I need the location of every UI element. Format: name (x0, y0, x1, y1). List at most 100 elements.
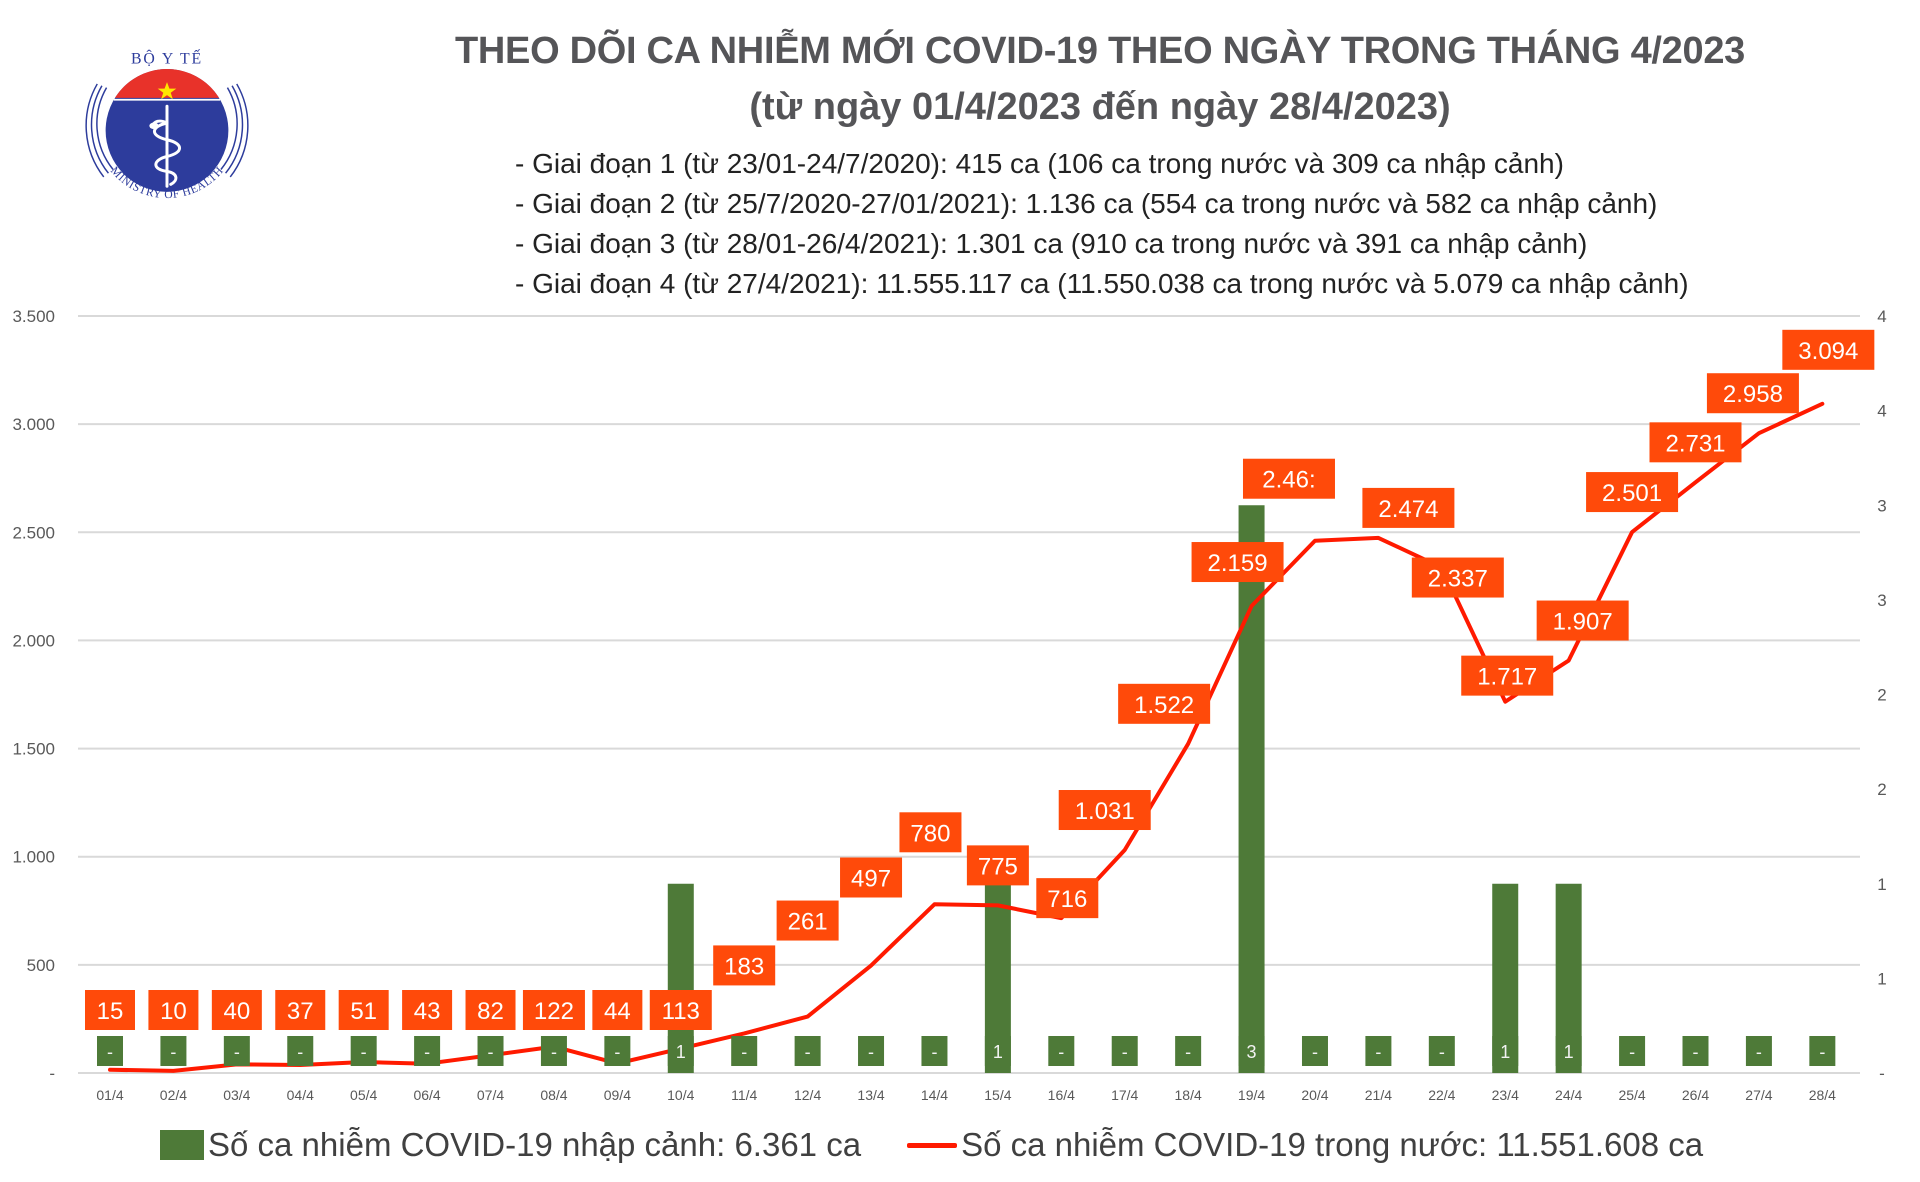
left-tick-label: 2.500 (12, 523, 55, 542)
x-tick-label: 11/4 (731, 1087, 757, 1103)
right-tick-label: 2 (1877, 780, 1886, 799)
x-tick-label: 03/4 (223, 1087, 250, 1103)
bar-label: - (170, 1042, 176, 1062)
line-label-box (592, 990, 643, 1030)
x-tick-label: 14/4 (921, 1087, 948, 1103)
bar-label-box (1301, 1036, 1328, 1066)
left-tick-label: 2.000 (12, 631, 55, 650)
right-tick-label: 1 (1877, 875, 1886, 894)
bar-label: - (931, 1042, 937, 1062)
x-tick-label: 15/4 (984, 1087, 1011, 1103)
line-label: 2.958 (1723, 381, 1783, 408)
phase-summary-line-4: - Giai đoạn 4 (từ 27/4/2021): 11.555.117… (515, 268, 1689, 299)
line-label-box (1058, 790, 1151, 831)
bar-data-labels: - - - - - - - - - 1 - - - - 1 - - - 3 - - - 1 1 - - - - (97, 1036, 1836, 1066)
line-label-box (1782, 329, 1875, 370)
x-tick-label: 21/4 (1365, 1087, 1392, 1103)
bar-label-box (1048, 1036, 1075, 1066)
gridlines (78, 315, 1860, 1074)
left-axis: - 500 1.000 1.500 2.000 2.500 3.000 3.500 (12, 307, 55, 1083)
line-label: 1.031 (1075, 798, 1135, 825)
legend: Số ca nhiễm COVID-19 nhập cảnh: 6.361 ca… (160, 1126, 1703, 1164)
bar-label: - (488, 1042, 494, 1062)
line-label-box (1411, 557, 1504, 598)
line-label: 1.522 (1134, 692, 1194, 719)
right-tick-label: 4 (1877, 402, 1886, 421)
line-label-box (275, 990, 326, 1030)
left-tick-label: 3.500 (12, 307, 55, 326)
bar-label: - (1122, 1042, 1128, 1062)
bar-label: - (805, 1042, 811, 1062)
bar-label: 1 (1500, 1042, 1510, 1062)
line-label: 780 (910, 820, 950, 847)
bar-label: - (741, 1042, 747, 1062)
line-label: 2.474 (1378, 496, 1438, 523)
line-label: 43 (414, 998, 441, 1025)
phase-summary-line-1: - Giai đoạn 1 (từ 23/01-24/7/2020): 415 … (515, 148, 1564, 179)
bar-label: 3 (1247, 1042, 1257, 1062)
line-label-box (1586, 472, 1679, 513)
line-label: 113 (662, 998, 700, 1025)
phase-summary-line-2: - Giai đoạn 2 (từ 25/7/2020-27/01/2021):… (515, 188, 1658, 219)
line-label: 40 (223, 998, 250, 1025)
bar-label: - (361, 1042, 367, 1062)
left-tick-label: - (49, 1064, 55, 1083)
bar-label: - (1819, 1042, 1825, 1062)
line-label-box (85, 990, 135, 1030)
bar-label-box (1492, 1036, 1519, 1066)
line-label: 2.337 (1428, 566, 1488, 593)
x-tick-label: 28/4 (1809, 1087, 1836, 1103)
x-tick-label: 22/4 (1428, 1087, 1455, 1103)
legend-line-swatch-icon (907, 1142, 958, 1148)
right-tick-label: 3 (1877, 591, 1886, 610)
left-tick-label: 3.000 (12, 415, 55, 434)
line-label-box (402, 990, 453, 1030)
x-tick-label: 04/4 (287, 1087, 314, 1103)
line-label-box (1362, 487, 1455, 528)
x-tick-label: 02/4 (160, 1087, 187, 1103)
x-tick-label: 08/4 (540, 1087, 567, 1103)
line-label: 82 (477, 998, 504, 1025)
line-label: 2.731 (1665, 430, 1725, 457)
logo-ring-lines-icon (85, 83, 249, 178)
bar-label-box (1111, 1036, 1138, 1066)
line-label-box (522, 990, 585, 1030)
left-tick-label: 500 (27, 956, 55, 975)
legend-item-domestic: Số ca nhiễm COVID-19 trong nước: 11.551.… (907, 1126, 1703, 1164)
logo-top-text: BỘ Y TẾ (131, 48, 203, 67)
line-label: 51 (350, 998, 377, 1025)
bar-label-box (540, 1036, 567, 1066)
line-label: 37 (287, 998, 314, 1025)
bar-label-box (1619, 1036, 1646, 1066)
bar-label: - (424, 1042, 430, 1062)
phase-summary-line-3: - Giai đoạn 3 (từ 28/01-26/4/2021): 1.30… (515, 228, 1588, 259)
line-label-box (148, 990, 199, 1030)
legend-item-imported: Số ca nhiễm COVID-19 nhập cảnh: 6.361 ca (160, 1126, 861, 1164)
bar-label: - (107, 1042, 113, 1062)
bar-label: - (1185, 1042, 1191, 1062)
x-tick-label: 16/4 (1048, 1087, 1075, 1103)
line-label: 1.907 (1553, 609, 1613, 636)
line-label-box (1461, 655, 1554, 696)
line-label: 2.501 (1602, 480, 1662, 507)
line-label-box (1191, 542, 1284, 583)
bar-label-box (604, 1036, 631, 1066)
bar-label-box (667, 1036, 694, 1066)
line-label: 2.159 (1208, 550, 1268, 577)
right-tick-label: 1 (1877, 969, 1886, 988)
x-tick-label: 20/4 (1301, 1087, 1328, 1103)
right-tick-label: 3 (1877, 496, 1886, 515)
bar-label: - (1058, 1042, 1064, 1062)
bar-label-box (1238, 1036, 1265, 1066)
bar-label: - (1312, 1042, 1318, 1062)
x-tick-label: 24/4 (1555, 1087, 1582, 1103)
bar-label: 1 (993, 1042, 1003, 1062)
line-label-box (713, 945, 776, 986)
x-tick-label: 05/4 (350, 1087, 377, 1103)
left-tick-label: 1.500 (12, 740, 55, 759)
line-label-box (649, 990, 712, 1030)
line-label-box (966, 845, 1029, 886)
line-label: 716 (1047, 886, 1087, 913)
line-label: 261 (788, 909, 828, 936)
line-label: 497 (851, 866, 891, 893)
